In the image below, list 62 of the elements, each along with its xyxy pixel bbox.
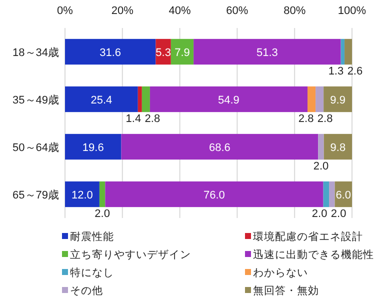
x-tick-label: 80% <box>284 5 306 17</box>
data-label: 2.0 <box>94 208 110 220</box>
data-label: 51.3 <box>256 46 278 59</box>
bar <box>150 86 308 112</box>
bar <box>65 181 100 208</box>
data-label: 2.0 <box>313 160 329 173</box>
bar <box>324 134 352 160</box>
bar <box>318 134 324 160</box>
bar <box>65 38 156 65</box>
x-tick-label: 100% <box>338 5 366 17</box>
bar <box>105 181 324 208</box>
data-label: 2.0 <box>330 208 346 220</box>
legend-label: 迅速に出動できる機能性 <box>253 248 374 261</box>
legend-label: 特になし <box>70 267 114 279</box>
data-label: 2.6 <box>347 66 363 78</box>
x-tick-label: 20% <box>111 5 134 17</box>
y-tick-label: 65～79歳 <box>12 188 59 202</box>
data-label: 2.8 <box>298 113 314 126</box>
bar <box>121 134 318 160</box>
y-tick-label: 35～49歳 <box>12 93 59 106</box>
data-label: 12.0 <box>72 189 93 202</box>
data-label: 54.9 <box>218 94 240 106</box>
y-tick-label: 18～34歳 <box>12 46 59 59</box>
data-label: 2.8 <box>144 113 160 126</box>
data-label: 6.0 <box>336 189 352 202</box>
legend-label: 無回答・無効 <box>253 284 319 297</box>
data-label: 7.9 <box>174 46 190 59</box>
data-label: 2.8 <box>317 113 333 126</box>
data-label: 25.4 <box>90 94 112 106</box>
bar <box>329 181 335 208</box>
bar <box>324 86 352 112</box>
bar <box>340 38 345 65</box>
data-label: 76.0 <box>204 189 225 202</box>
bar <box>142 86 150 112</box>
x-tick-label: 60% <box>226 5 248 17</box>
data-label: 1.3 <box>328 66 344 78</box>
x-tick-label: 40% <box>168 5 192 17</box>
bar <box>316 86 324 112</box>
data-label: 5.3 <box>156 46 171 59</box>
bar <box>170 38 194 65</box>
bar <box>323 181 330 208</box>
data-label: 19.6 <box>82 142 104 154</box>
data-label: 1.4 <box>126 113 142 126</box>
legend-label: 耐震性能 <box>70 230 114 243</box>
bar <box>65 86 138 112</box>
bar <box>65 134 122 160</box>
legend-label: その他 <box>70 285 103 297</box>
bar <box>138 86 142 112</box>
data-label: 2.0 <box>312 208 328 220</box>
bar <box>308 86 316 112</box>
legend-label: 立ち寄りやすいデザイン <box>70 248 191 261</box>
bar <box>99 181 106 208</box>
data-label: 9.8 <box>330 142 346 154</box>
legend-label: 環境配慮の省エネ設計 <box>253 230 363 243</box>
x-tick-label: 0% <box>57 5 74 17</box>
data-label: 31.6 <box>100 46 122 59</box>
legend-label: わからない <box>253 267 308 279</box>
bar <box>194 38 341 65</box>
bar <box>344 38 352 65</box>
y-tick-label: 50～64歳 <box>12 140 59 154</box>
data-label: 68.6 <box>208 142 230 154</box>
data-label: 9.9 <box>330 94 346 106</box>
